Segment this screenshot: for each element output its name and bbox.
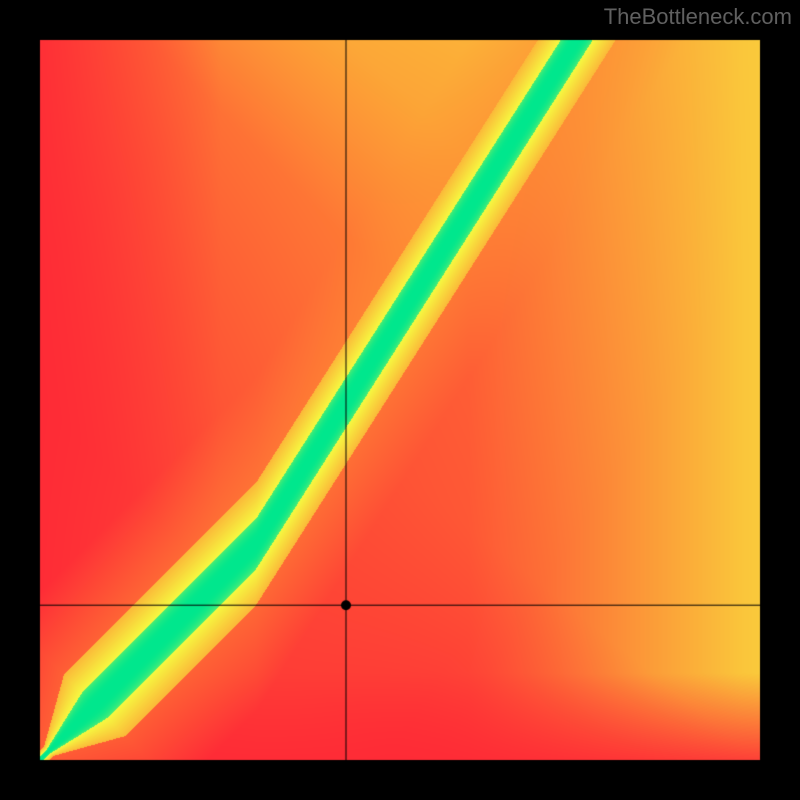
bottleneck-heatmap [0,0,800,800]
watermark-label: TheBottleneck.com [604,4,792,30]
